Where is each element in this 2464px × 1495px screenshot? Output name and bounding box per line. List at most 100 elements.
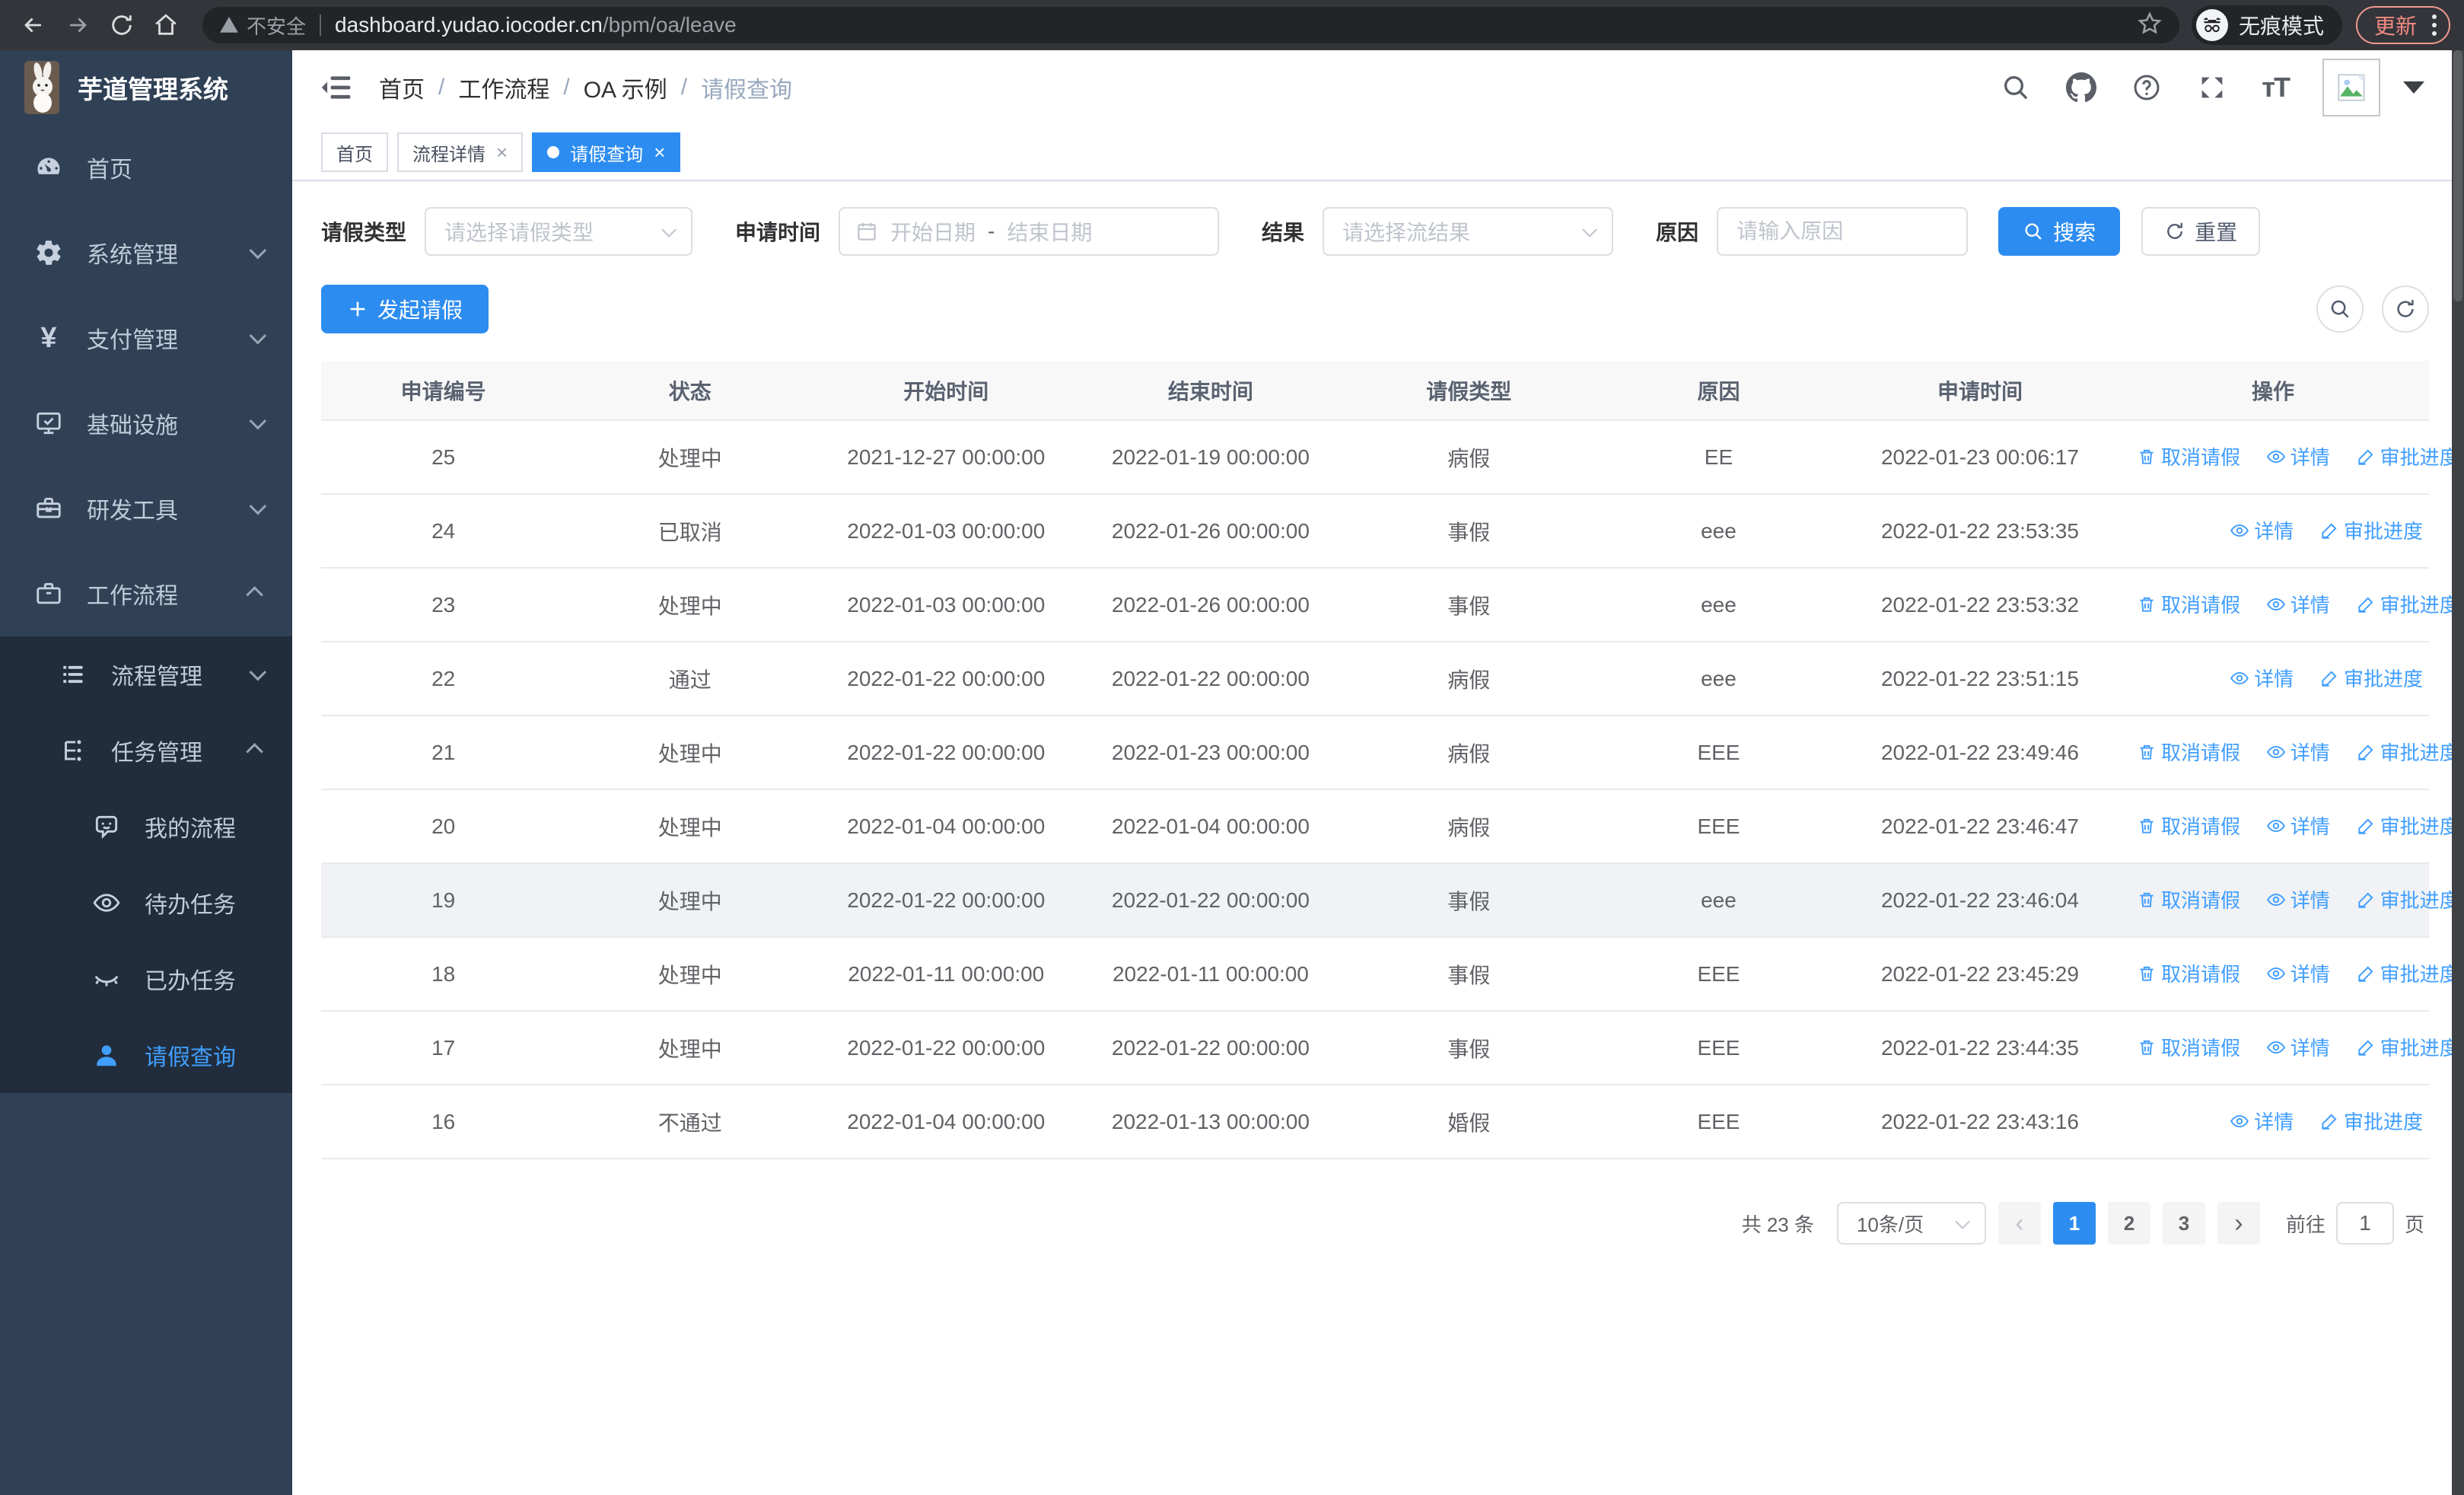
bookmark-star-icon[interactable] — [2137, 11, 2163, 40]
detail-link[interactable]: 详情 — [2266, 738, 2330, 766]
table-row: 18 处理中 2022-01-11 00:00:00 2022-01-11 00… — [321, 937, 2452, 1012]
sidebar-item-workflow[interactable]: 工作流程 — [0, 551, 292, 636]
breadcrumb-item[interactable]: OA 示例 — [583, 78, 667, 103]
help-icon[interactable] — [2131, 72, 2163, 104]
tab-流程详情[interactable]: 流程详情 × — [397, 132, 524, 172]
tab-label: 流程详情 — [412, 144, 485, 165]
breadcrumb-item[interactable]: 工作流程 — [458, 78, 550, 103]
reload-icon[interactable] — [102, 5, 142, 45]
approval-progress-link[interactable]: 审批进度 — [2356, 959, 2452, 987]
avatar-menu-caret-icon[interactable] — [2403, 81, 2424, 94]
chevron-down-icon — [249, 327, 267, 345]
topbar: 首页 / 工作流程 / OA 示例 / 请假查询 ᴛT — [292, 50, 2452, 125]
prev-page-button[interactable]: ‹ — [1998, 1202, 2041, 1245]
page-button-3[interactable]: 3 — [2162, 1202, 2205, 1245]
sidebar-item-label: 支付管理 — [87, 328, 178, 353]
cancel-leave-link[interactable]: 取消请假 — [2137, 442, 2240, 470]
result-select[interactable]: 请选择流结果 — [1323, 207, 1614, 256]
approval-progress-link[interactable]: 审批进度 — [2319, 516, 2423, 544]
close-tab-icon[interactable]: × — [654, 141, 666, 164]
reason-input[interactable] — [1737, 219, 1949, 244]
sidebar-item-task-management[interactable]: 任务管理 — [0, 712, 292, 789]
search-icon[interactable] — [2000, 72, 2032, 104]
detail-link[interactable]: 详情 — [2266, 811, 2330, 840]
page-size-value: 10条/页 — [1856, 1213, 1924, 1236]
browser-scrollbar[interactable] — [2452, 50, 2464, 1495]
font-size-icon[interactable]: ᴛT — [2262, 72, 2291, 103]
tab-请假查询[interactable]: 请假查询 × — [532, 132, 681, 172]
approval-progress-link[interactable]: 审批进度 — [2356, 442, 2452, 470]
approval-progress-link[interactable]: 审批进度 — [2319, 664, 2423, 692]
fullscreen-icon[interactable] — [2196, 72, 2228, 104]
table-row: 17 处理中 2022-01-22 00:00:00 2022-01-22 00… — [321, 1011, 2452, 1085]
table-row: 16 不通过 2022-01-04 00:00:00 2022-01-13 00… — [321, 1085, 2429, 1159]
approval-progress-link[interactable]: 审批进度 — [2356, 590, 2452, 618]
chevron-down-icon — [249, 497, 267, 515]
sidebar-item-dev-tools[interactable]: 研发工具 — [0, 466, 292, 551]
browser-menu-icon[interactable] — [2432, 14, 2437, 36]
date-end-placeholder[interactable]: 结束日期 — [1007, 221, 1093, 244]
sidebar-item-home[interactable]: 首页 — [0, 125, 292, 210]
sidebar-item-my-processes[interactable]: 我的流程 — [0, 789, 292, 865]
sidebar-item-infrastructure[interactable]: 基础设施 — [0, 381, 292, 466]
reset-button[interactable]: 重置 — [2141, 207, 2261, 256]
search-button[interactable]: 搜索 — [1998, 207, 2121, 256]
github-icon[interactable] — [2065, 72, 2097, 104]
detail-link[interactable]: 详情 — [2230, 664, 2294, 692]
sidebar-item-done-tasks[interactable]: 已办任务 — [0, 941, 292, 1017]
detail-link[interactable]: 详情 — [2266, 1033, 2330, 1061]
breadcrumb-item[interactable]: 首页 — [379, 78, 425, 103]
cancel-leave-link[interactable]: 取消请假 — [2137, 811, 2240, 840]
cancel-leave-link[interactable]: 取消请假 — [2137, 959, 2240, 987]
approval-progress-link[interactable]: 审批进度 — [2356, 811, 2452, 840]
cancel-leave-link[interactable]: 取消请假 — [2137, 885, 2240, 913]
goto-page-input[interactable] — [2337, 1211, 2392, 1235]
close-tab-icon[interactable]: × — [496, 141, 508, 164]
cancel-leave-link[interactable]: 取消请假 — [2137, 1033, 2240, 1061]
leave-type-select[interactable]: 请选择请假类型 — [425, 207, 693, 256]
table-search-toggle-icon[interactable] — [2316, 285, 2364, 333]
detail-link[interactable]: 详情 — [2266, 442, 2330, 470]
browser-update-button[interactable]: 更新 — [2355, 6, 2450, 44]
back-icon[interactable] — [14, 5, 53, 45]
monitor-icon — [33, 408, 64, 438]
url-text: dashboard.yudao.iocoder.cn/bpm/oa/leave — [335, 13, 737, 37]
table-row: 22 通过 2022-01-22 00:00:00 2022-01-22 00:… — [321, 642, 2429, 716]
detail-link[interactable]: 详情 — [2266, 590, 2330, 618]
apply-time-range-picker[interactable]: 开始日期 - 结束日期 — [839, 207, 1220, 256]
sidebar-item-leave-query[interactable]: 请假查询 — [0, 1017, 292, 1093]
approval-progress-link[interactable]: 审批进度 — [2356, 885, 2452, 913]
date-start-placeholder[interactable]: 开始日期 — [890, 221, 976, 244]
sidebar-collapse-icon[interactable] — [320, 71, 353, 104]
page-button-2[interactable]: 2 — [2107, 1202, 2150, 1245]
approval-progress-link[interactable]: 审批进度 — [2319, 1107, 2423, 1135]
sidebar-item-todo-tasks[interactable]: 待办任务 — [0, 865, 292, 941]
approval-progress-link[interactable]: 审批进度 — [2356, 1033, 2452, 1061]
create-leave-button[interactable]: 发起请假 — [321, 285, 489, 333]
detail-link[interactable]: 详情 — [2230, 516, 2294, 544]
forward-icon[interactable] — [58, 5, 97, 45]
pen-icon — [2322, 523, 2337, 539]
table-refresh-icon[interactable] — [2382, 285, 2429, 333]
url-bar[interactable]: 不安全 dashboard.yudao.iocoder.cn/bpm/oa/le… — [202, 7, 2179, 43]
sidebar-item-payment-management[interactable]: ¥ 支付管理 — [0, 295, 292, 381]
next-page-button[interactable]: › — [2217, 1202, 2260, 1245]
sidebar-item-label: 任务管理 — [111, 741, 202, 766]
detail-link[interactable]: 详情 — [2230, 1107, 2294, 1135]
sidebar-item-system-management[interactable]: 系统管理 — [0, 210, 292, 295]
cancel-leave-link[interactable]: 取消请假 — [2137, 738, 2240, 766]
goto-unit: 页 — [2404, 1213, 2424, 1236]
detail-link[interactable]: 详情 — [2266, 885, 2330, 913]
insecure-warning[interactable]: 不安全 — [219, 11, 306, 40]
detail-link[interactable]: 详情 — [2266, 959, 2330, 987]
avatar[interactable] — [2322, 59, 2380, 116]
sidebar-item-process-management[interactable]: 流程管理 — [0, 636, 292, 712]
tab-首页[interactable]: 首页 — [321, 132, 388, 172]
cancel-leave-link[interactable]: 取消请假 — [2137, 590, 2240, 618]
page-size-select[interactable]: 10条/页 — [1836, 1202, 1986, 1245]
home-icon[interactable] — [146, 5, 186, 45]
pen-icon — [2357, 597, 2373, 613]
page-content: 请假类型 请选择请假类型 申请时间 开始日期 - 结束日期 — [292, 181, 2452, 1495]
page-button-1[interactable]: 1 — [2052, 1202, 2096, 1245]
approval-progress-link[interactable]: 审批进度 — [2356, 738, 2452, 766]
